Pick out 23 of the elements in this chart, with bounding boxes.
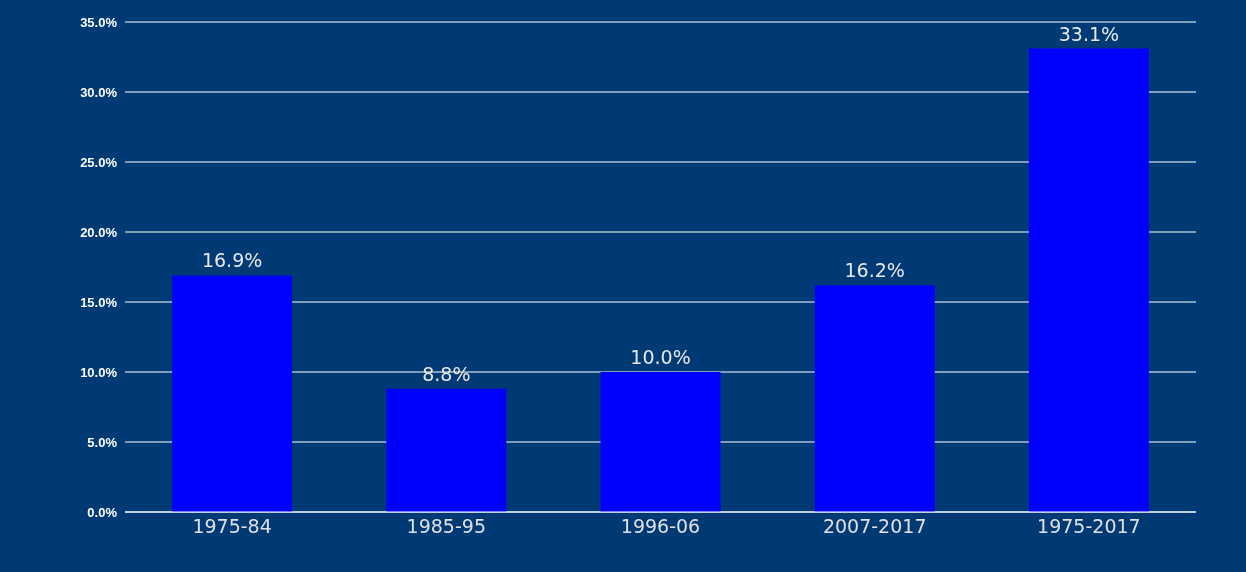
data-label: 8.8%	[422, 362, 471, 385]
bar	[600, 372, 721, 512]
y-tick-label: 5.0%	[87, 434, 118, 450]
y-tick-label: 30.0%	[80, 84, 118, 100]
data-label: 16.2%	[844, 259, 905, 282]
y-tick-label: 35.0%	[80, 14, 118, 30]
y-tick-label: 15.0%	[80, 294, 118, 310]
y-tick-label: 25.0%	[80, 154, 118, 170]
x-tick-label: 1985-95	[406, 515, 486, 538]
data-label: 33.1%	[1058, 22, 1120, 45]
bar	[386, 388, 507, 512]
data-label: 10.0%	[630, 346, 691, 368]
bar	[172, 275, 293, 512]
bar	[1028, 48, 1149, 512]
x-tick-label: 1975-2017	[1037, 515, 1141, 538]
data-label: 16.9%	[201, 249, 263, 272]
y-tick-label: 10.0%	[80, 364, 118, 380]
bar	[814, 285, 935, 512]
y-tick-label: 0.0%	[87, 504, 118, 520]
x-tick-label: 1975-84	[192, 515, 272, 538]
x-tick-label: 2007-2017	[822, 515, 927, 538]
y-tick-label: 20.0%	[80, 224, 118, 240]
x-tick-label: 1996-06	[620, 515, 701, 538]
